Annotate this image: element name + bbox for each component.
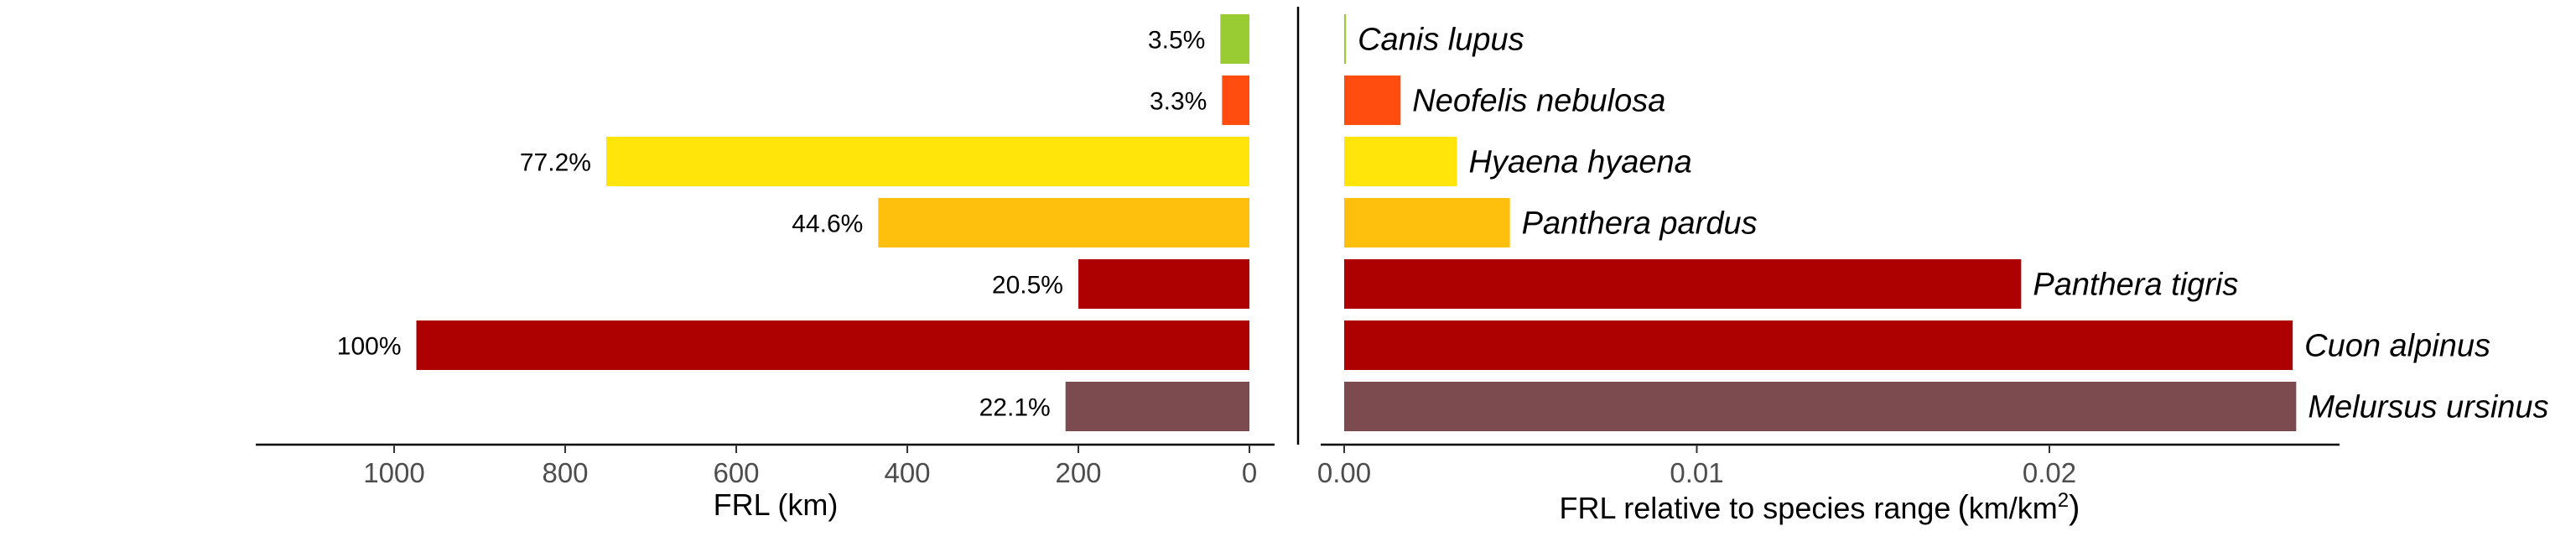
left-tick-label-5: 200 xyxy=(1055,457,1101,488)
left-bar-label-7: 22.1% xyxy=(979,394,1051,422)
right-tick-label-2: 0.01 xyxy=(1670,457,1723,488)
left-bar-label-2: 3.3% xyxy=(1150,88,1207,116)
right-x-axis-title-unit-close: ) xyxy=(2069,489,2080,526)
species-label-3: Hyaena hyaena xyxy=(1469,145,1692,180)
right-tick-label-1: 0.00 xyxy=(1317,457,1371,488)
left-bar-5 xyxy=(1078,259,1249,309)
left-bar-label-5: 20.5% xyxy=(992,272,1063,300)
right-x-axis-title-text: FRL relative to species range xyxy=(1560,491,1951,525)
left-bar-1 xyxy=(1220,14,1249,64)
left-bar-2 xyxy=(1222,76,1249,125)
right-bars xyxy=(1344,14,2297,431)
left-bar-6 xyxy=(416,320,1249,370)
left-bar-label-1: 3.5% xyxy=(1148,27,1205,55)
species-label-1: Canis lupus xyxy=(1358,23,1524,58)
left-bar-7 xyxy=(1065,382,1249,431)
left-bar-label-3: 77.2% xyxy=(520,149,591,177)
left-tick-label-4: 400 xyxy=(884,457,930,488)
right-x-axis-title-unit-base: km/km xyxy=(1969,491,2058,525)
left-bar-label-4: 44.6% xyxy=(792,211,863,238)
right-bar-6 xyxy=(1344,320,2293,370)
left-tick-label-2: 800 xyxy=(542,457,588,488)
left-tick-label-6: 0 xyxy=(1242,457,1257,488)
species-label-5: Panthera tigris xyxy=(2033,268,2238,303)
species-label-2: Neofelis nebulosa xyxy=(1412,84,1665,119)
left-x-axis-title: FRL (km) xyxy=(714,487,839,522)
left-bar-4 xyxy=(878,198,1249,247)
species-label-6: Cuon alpinus xyxy=(2304,329,2490,364)
right-panel: Canis lupus Neofelis nebulosa Hyaena hyaen… xyxy=(1317,14,2549,526)
left-ticks: 1000 800 600 400 200 0 xyxy=(363,445,1257,488)
right-x-axis-title-unit-open: ( xyxy=(1957,489,1969,526)
right-bar-2 xyxy=(1344,76,1401,125)
right-bar-5 xyxy=(1344,259,2022,309)
right-x-axis-title-unit-sup: 2 xyxy=(2058,489,2069,512)
left-bars xyxy=(416,14,1249,431)
right-x-axis-title: FRL relative to species range (km/km2) xyxy=(1560,489,2080,526)
left-tick-label-3: 600 xyxy=(713,457,759,488)
right-bar-3 xyxy=(1344,137,1457,186)
left-percent-labels: 3.5% 3.3% 77.2% 44.6% 20.5% 100% 22.1% xyxy=(337,27,1208,422)
right-bar-1 xyxy=(1344,14,1347,64)
left-bar-label-6: 100% xyxy=(337,333,402,361)
right-bar-7 xyxy=(1344,382,2297,431)
right-tick-label-3: 0.02 xyxy=(2023,457,2076,488)
left-tick-label-1: 1000 xyxy=(363,457,424,488)
right-species-labels: Canis lupus Neofelis nebulosa Hyaena hyaen… xyxy=(1358,23,2548,425)
species-label-4: Panthera pardus xyxy=(1522,206,1758,242)
left-panel: 3.5% 3.3% 77.2% 44.6% 20.5% 100% 22.1% 1000 800… xyxy=(256,14,1275,522)
right-ticks: 0.00 0.01 0.02 xyxy=(1317,445,2076,488)
species-label-7: Melursus ursinus xyxy=(2308,390,2548,425)
left-bar-3 xyxy=(605,137,1249,186)
right-bar-4 xyxy=(1344,198,1510,247)
